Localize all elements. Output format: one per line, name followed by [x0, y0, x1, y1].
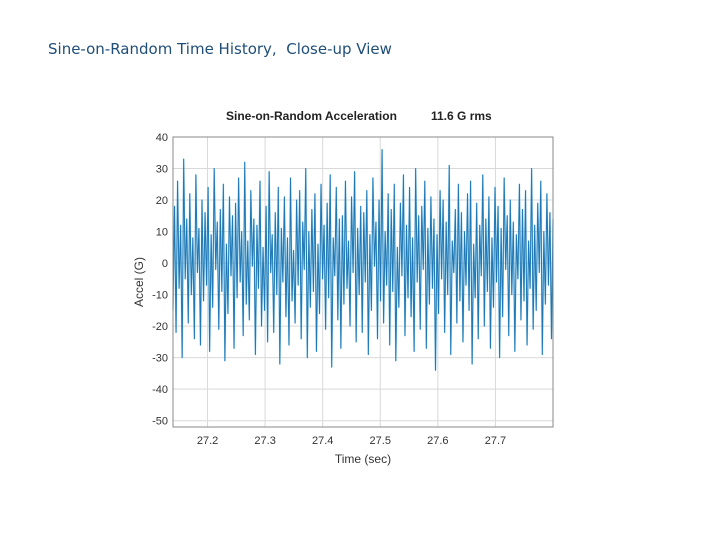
y-tick-label: -20: [152, 321, 168, 333]
tick-labels: 40 30 20 10 0 -10 -20 -30 -40 -50 27.2 27.3 27.4 27.5…: [152, 132, 506, 447]
slide-title: Sine-on-Random Time History, Close-up Vi…: [48, 40, 392, 58]
x-tick-label: 27.2: [197, 435, 218, 447]
y-tick-label: -50: [152, 416, 168, 428]
chart-svg: 40 30 20 10 0 -10 -20 -30 -40 -50 27.2 27.3 27.4 27.5…: [128, 100, 568, 470]
series-line-0: [172, 149, 554, 371]
chart-title-rms: 11.6 G rms: [431, 109, 492, 123]
chart-title: Sine-on-Random Acceleration: [226, 109, 397, 123]
plot-frame: [172, 136, 554, 428]
x-tick-label: 27.3: [254, 435, 275, 447]
y-tick-label: -30: [152, 353, 168, 365]
y-tick-label: 10: [156, 227, 168, 239]
x-tick-label: 27.5: [370, 435, 391, 447]
x-tick-label: 27.4: [312, 435, 333, 447]
y-tick-label: 20: [156, 195, 168, 207]
acceleration-chart: 40 30 20 10 0 -10 -20 -30 -40 -50 27.2 27.3 27.4 27.5…: [128, 100, 568, 470]
x-tick-label: 27.7: [485, 435, 506, 447]
y-tick-label: 40: [156, 132, 168, 144]
x-tick-label: 27.6: [427, 435, 448, 447]
series-group: [172, 148, 554, 372]
y-tick-label: -10: [152, 290, 168, 302]
y-tick-label: -40: [152, 384, 168, 396]
y-axis-label: Accel (G): [132, 257, 146, 307]
y-tick-label: 30: [156, 164, 168, 176]
x-axis-label: Time (sec): [335, 452, 391, 466]
y-tick-label: 0: [162, 258, 168, 270]
